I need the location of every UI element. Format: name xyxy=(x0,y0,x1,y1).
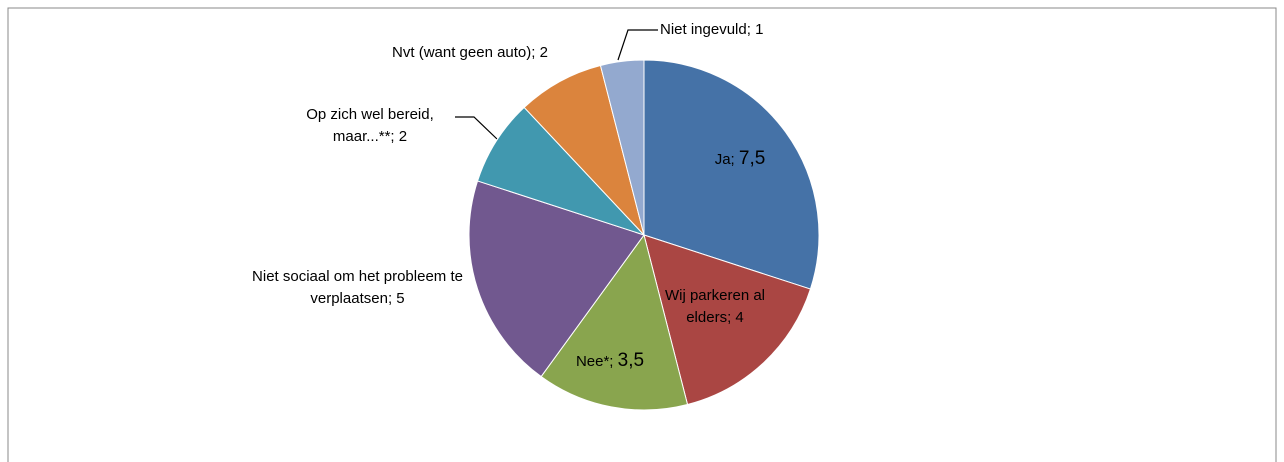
separator: ; xyxy=(531,44,540,61)
value-label: 3,5 xyxy=(617,350,645,371)
data-label: Op zich wel bereid, maar...**; 2 xyxy=(285,104,455,148)
value-label: 4 xyxy=(735,309,744,326)
pie-slice xyxy=(599,59,645,236)
value-label: 1 xyxy=(755,21,764,38)
category-label: Ja xyxy=(714,151,731,168)
data-label: Nvt (want geen auto); 2 xyxy=(350,42,590,64)
value-label: 2 xyxy=(539,44,548,61)
category-label: Wij parkeren al elders xyxy=(664,287,766,326)
frame xyxy=(7,7,1277,462)
category-label: Niet ingevuld xyxy=(660,21,747,38)
leader-line xyxy=(617,29,658,61)
leader-line xyxy=(455,116,498,140)
separator: ; xyxy=(730,151,739,168)
category-label: Niet sociaal om het probleem te verplaat… xyxy=(252,268,463,307)
separator: ; xyxy=(387,290,397,307)
data-label: Wij parkeren al elders; 4 xyxy=(655,285,775,329)
category-label: Nee* xyxy=(575,353,610,370)
pie-slice xyxy=(643,234,812,406)
separator: ; xyxy=(390,128,399,145)
separator: ; xyxy=(727,309,736,326)
value-label: 2 xyxy=(398,128,408,145)
value-label: 7,5 xyxy=(738,148,766,169)
data-label: Niet ingevuld; 1 xyxy=(660,19,820,41)
pie-slice xyxy=(643,59,820,290)
category-label: Nvt (want geen auto) xyxy=(392,44,532,61)
value-label: 5 xyxy=(396,290,405,307)
separator: ; xyxy=(609,353,618,370)
category-label: Op zich wel bereid, maar...** xyxy=(306,106,434,145)
data-label: Niet sociaal om het probleem te verplaat… xyxy=(240,266,475,310)
data-label: Nee*; 3,5 xyxy=(555,350,665,373)
pie-slice xyxy=(540,233,689,411)
pie-slice xyxy=(468,180,645,378)
data-label: Ja; 7,5 xyxy=(690,148,790,171)
separator: ; xyxy=(746,21,756,38)
